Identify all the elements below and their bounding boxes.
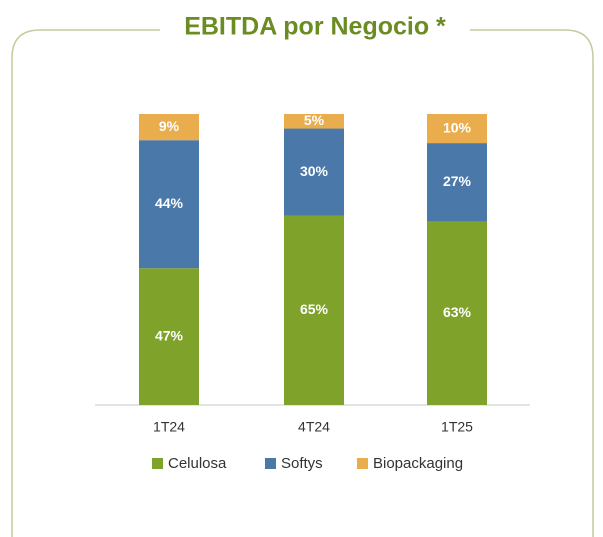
bar-segment bbox=[284, 114, 344, 129]
value-label: 9% bbox=[159, 118, 180, 134]
value-label: 10% bbox=[443, 119, 472, 135]
x-tick-label: 1T24 bbox=[153, 419, 185, 435]
value-label: 27% bbox=[443, 173, 472, 189]
bar-segment bbox=[139, 114, 199, 141]
x-tick-label: 4T24 bbox=[298, 419, 330, 435]
value-label: 47% bbox=[155, 327, 184, 343]
bar-segment bbox=[139, 140, 199, 269]
bar-segment bbox=[139, 268, 199, 405]
chart-title: EBITDA por Negocio * bbox=[184, 13, 446, 41]
legend-label: Softys bbox=[281, 455, 323, 472]
value-label: 30% bbox=[300, 163, 329, 179]
bar-segment bbox=[427, 221, 487, 405]
value-label: 5% bbox=[304, 112, 325, 128]
value-label: 44% bbox=[155, 195, 184, 211]
bar-segment bbox=[427, 143, 487, 222]
value-label: 63% bbox=[443, 304, 472, 320]
legend-label: Celulosa bbox=[168, 455, 227, 472]
bar-segment bbox=[427, 114, 487, 144]
legend-swatch bbox=[265, 458, 276, 469]
legend-label: Biopackaging bbox=[373, 455, 463, 472]
x-tick-label: 1T25 bbox=[441, 419, 473, 435]
legend-swatch bbox=[152, 458, 163, 469]
legend-swatch bbox=[357, 458, 368, 469]
frame bbox=[11, 29, 594, 537]
bar-segment bbox=[284, 215, 344, 405]
bar-segment bbox=[284, 128, 344, 216]
value-label: 65% bbox=[300, 301, 329, 317]
